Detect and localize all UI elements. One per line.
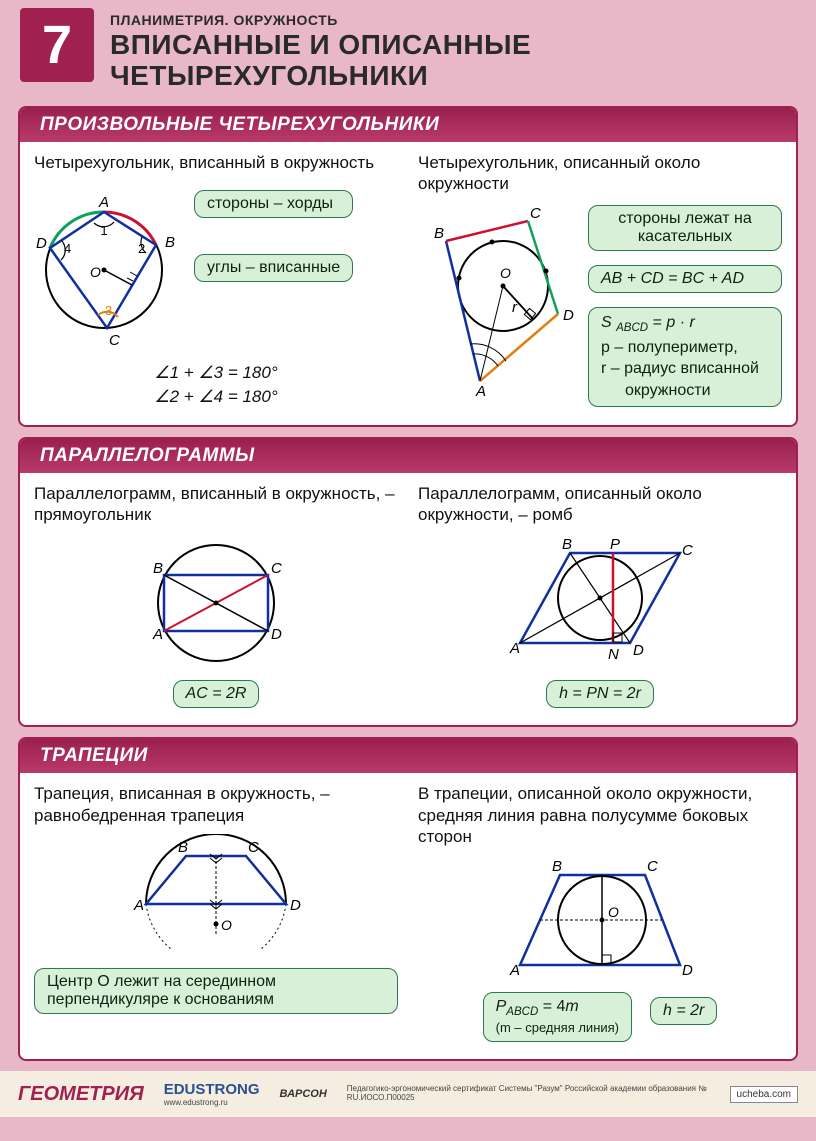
pill-h-2r: h = 2r <box>650 997 717 1025</box>
header: 7 ПЛАНИМЕТРИЯ. ОКРУЖНОСТЬ ВПИСАННЫЕ И ОП… <box>0 0 816 96</box>
parallelograms-left: Параллелограмм, вписанный в окружность, … <box>34 483 398 712</box>
section-trapezoids: ТРАПЕЦИИ Трапеция, вписанная в окружност… <box>18 737 798 1061</box>
pill-chords: стороны – хорды <box>194 190 353 218</box>
svg-text:A: A <box>475 383 486 396</box>
svg-text:O: O <box>608 904 619 920</box>
parallelograms-left-desc: Параллелограмм, вписанный в окружность, … <box>34 483 398 526</box>
footer: ГЕОМЕТРИЯ EDUSTRONG www.edustrong.ru ВАР… <box>0 1071 816 1117</box>
svg-text:A: A <box>133 897 144 914</box>
svg-text:A: A <box>98 194 109 211</box>
diagram-inscribed-quad: A B C D O 1 2 3 4 <box>34 185 184 355</box>
footer-ucheba: ucheba.com <box>730 1086 798 1103</box>
svg-text:B: B <box>178 839 188 856</box>
svg-text:C: C <box>647 858 658 875</box>
svg-text:1: 1 <box>100 223 107 238</box>
svg-text:B: B <box>434 225 444 242</box>
diagram-rhombus: A B C D P N <box>418 533 782 673</box>
pill-perimeter: PABCD = 4m (m – средняя линия) <box>483 992 632 1042</box>
svg-text:A: A <box>152 626 163 643</box>
svg-text:D: D <box>563 307 574 324</box>
svg-text:B: B <box>562 536 572 553</box>
svg-text:C: C <box>271 560 282 577</box>
page-number-box: 7 <box>20 8 94 82</box>
pill-sum-sides: AB + CD = BC + AD <box>588 265 782 293</box>
svg-text:O: O <box>500 265 511 281</box>
section-arbitrary: ПРОИЗВОЛЬНЫЕ ЧЕТЫРЕХУГОЛЬНИКИ Четырехуго… <box>18 106 798 427</box>
page: 7 ПЛАНИМЕТРИЯ. ОКРУЖНОСТЬ ВПИСАННЫЕ И ОП… <box>0 0 816 1127</box>
svg-text:D: D <box>290 897 301 914</box>
pill-center-on-perp: Центр O лежит на серединном перпендикуля… <box>34 968 398 1014</box>
svg-text:D: D <box>633 642 644 659</box>
svg-text:O: O <box>221 917 232 933</box>
formula-angles-1: ∠1 + ∠3 = 180° <box>34 363 398 383</box>
diagram-circum-trap: A B C D O <box>418 855 782 985</box>
svg-text:A: A <box>509 640 520 657</box>
svg-text:C: C <box>530 206 541 222</box>
footer-edustrong: EDUSTRONG www.edustrong.ru <box>164 1081 260 1107</box>
footer-varson: ВАРСОН <box>280 1088 327 1100</box>
svg-text:D: D <box>36 235 47 252</box>
section-header-parallelograms: ПАРАЛЛЕЛОГРАММЫ <box>20 439 796 473</box>
svg-text:D: D <box>271 626 282 643</box>
diagram-rectangle: A B C D <box>34 533 398 673</box>
pill-tangents: стороны лежат на касательных <box>588 205 782 251</box>
arbitrary-left: Четырехугольник, вписанный в окружность <box>34 152 398 411</box>
diagram-circum-quad: A B C D O r <box>418 206 578 396</box>
arbitrary-left-desc: Четырехугольник, вписанный в окружность <box>34 152 398 173</box>
parallelograms-right: Параллелограмм, описанный около окружнос… <box>418 483 782 712</box>
svg-text:B: B <box>552 858 562 875</box>
trapezoids-left: Трапеция, вписанная в окружность, – равн… <box>34 783 398 1045</box>
pill-h-pn-2r: h = PN = 2r <box>546 680 654 708</box>
trapezoids-right: В трапеции, описанной около окружности, … <box>418 783 782 1045</box>
arbitrary-right-desc: Четырехугольник, описанный около окружно… <box>418 152 782 195</box>
pill-area-formula: S ABCD = p · r p – полупериметр, r – рад… <box>588 307 782 407</box>
trapezoids-left-desc: Трапеция, вписанная в окружность, – равн… <box>34 783 398 826</box>
footer-cert: Педагогико-эргономический сертификат Сис… <box>347 1085 710 1103</box>
svg-text:B: B <box>165 234 175 251</box>
footer-geometry: ГЕОМЕТРИЯ <box>18 1083 144 1106</box>
svg-text:N: N <box>608 646 619 663</box>
formula-angles-2: ∠2 + ∠4 = 180° <box>34 387 398 407</box>
section-parallelograms: ПАРАЛЛЕЛОГРАММЫ Параллелограмм, вписанны… <box>18 437 798 728</box>
arbitrary-right: Четырехугольник, описанный около окружно… <box>418 152 782 411</box>
parallelograms-right-desc: Параллелограмм, описанный около окружнос… <box>418 483 782 526</box>
section-header-trapezoids: ТРАПЕЦИИ <box>20 739 796 773</box>
svg-text:C: C <box>248 839 259 856</box>
section-header-arbitrary: ПРОИЗВОЛЬНЫЕ ЧЕТЫРЕХУГОЛЬНИКИ <box>20 108 796 142</box>
svg-text:3: 3 <box>105 303 112 318</box>
pill-ac-2r: AC = 2R <box>173 680 260 708</box>
title: ВПИСАННЫЕ И ОПИСАННЫЕ ЧЕТЫРЕХУГОЛЬНИКИ <box>110 30 796 92</box>
svg-text:C: C <box>682 542 693 559</box>
svg-text:2: 2 <box>138 241 145 256</box>
subtitle: ПЛАНИМЕТРИЯ. ОКРУЖНОСТЬ <box>110 12 796 28</box>
svg-text:B: B <box>153 560 163 577</box>
header-text: ПЛАНИМЕТРИЯ. ОКРУЖНОСТЬ ВПИСАННЫЕ И ОПИС… <box>110 8 796 92</box>
svg-text:P: P <box>610 536 620 553</box>
svg-text:D: D <box>682 962 693 979</box>
svg-text:O: O <box>90 264 101 280</box>
svg-text:C: C <box>109 332 120 349</box>
svg-text:A: A <box>509 962 520 979</box>
pill-angles: углы – вписанные <box>194 254 353 282</box>
svg-text:4: 4 <box>64 241 71 256</box>
trapezoids-right-desc: В трапеции, описанной около окружности, … <box>418 783 782 847</box>
diagram-isosceles-trap: A B C D O <box>34 834 398 964</box>
